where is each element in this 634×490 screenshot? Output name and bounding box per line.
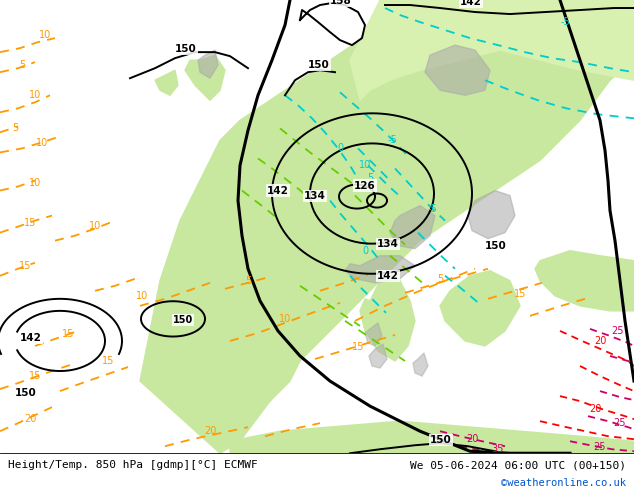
Text: 10: 10 bbox=[39, 30, 51, 40]
Text: 10: 10 bbox=[359, 160, 371, 171]
Polygon shape bbox=[390, 206, 435, 249]
Text: Height/Temp. 850 hPa [gdmp][°C] ECMWF: Height/Temp. 850 hPa [gdmp][°C] ECMWF bbox=[8, 460, 257, 470]
Text: 150: 150 bbox=[430, 435, 452, 445]
Text: 10: 10 bbox=[36, 138, 48, 148]
Text: 15: 15 bbox=[102, 356, 114, 366]
Text: -5: -5 bbox=[387, 135, 397, 146]
Text: 15: 15 bbox=[29, 371, 41, 381]
Text: 5: 5 bbox=[19, 60, 25, 70]
Text: 142: 142 bbox=[20, 333, 42, 343]
Text: 25: 25 bbox=[614, 418, 626, 428]
Polygon shape bbox=[155, 70, 178, 95]
Text: 150: 150 bbox=[308, 60, 330, 70]
Text: 5: 5 bbox=[245, 276, 251, 286]
Text: 5: 5 bbox=[12, 123, 18, 133]
Polygon shape bbox=[413, 353, 428, 376]
Text: 0: 0 bbox=[362, 245, 368, 256]
Text: 10: 10 bbox=[29, 177, 41, 188]
Text: 5: 5 bbox=[437, 274, 443, 284]
Polygon shape bbox=[185, 55, 225, 100]
Polygon shape bbox=[535, 251, 634, 311]
Polygon shape bbox=[345, 256, 415, 283]
Polygon shape bbox=[440, 271, 520, 346]
Text: 15: 15 bbox=[61, 329, 74, 339]
Polygon shape bbox=[425, 45, 490, 95]
Text: 150: 150 bbox=[175, 44, 197, 54]
Text: We 05-06-2024 06:00 UTC (00+150): We 05-06-2024 06:00 UTC (00+150) bbox=[410, 460, 626, 470]
Text: 150: 150 bbox=[485, 241, 507, 251]
Polygon shape bbox=[365, 323, 382, 346]
Polygon shape bbox=[360, 271, 415, 361]
Text: 142: 142 bbox=[377, 271, 399, 281]
Text: 15: 15 bbox=[514, 289, 526, 299]
Text: 15: 15 bbox=[24, 218, 36, 228]
Text: 20: 20 bbox=[589, 404, 601, 414]
Text: 142: 142 bbox=[267, 186, 289, 196]
Polygon shape bbox=[205, 301, 310, 421]
Text: 158: 158 bbox=[330, 0, 352, 6]
Text: 134: 134 bbox=[377, 239, 399, 249]
Text: 142: 142 bbox=[460, 0, 482, 7]
Text: 20: 20 bbox=[594, 336, 606, 346]
Text: 10: 10 bbox=[89, 220, 101, 231]
Text: 25: 25 bbox=[612, 326, 624, 336]
Polygon shape bbox=[140, 0, 634, 453]
Text: 126: 126 bbox=[354, 180, 376, 191]
Text: -5: -5 bbox=[427, 203, 437, 214]
Text: 25: 25 bbox=[594, 442, 606, 452]
Text: 15: 15 bbox=[352, 342, 364, 352]
Polygon shape bbox=[198, 50, 218, 78]
Text: -5: -5 bbox=[560, 17, 570, 27]
Text: 0: 0 bbox=[337, 144, 343, 153]
Text: 20: 20 bbox=[204, 426, 216, 436]
Text: 134: 134 bbox=[304, 191, 326, 200]
Polygon shape bbox=[230, 421, 634, 453]
Text: 10: 10 bbox=[29, 90, 41, 100]
Text: 5: 5 bbox=[367, 173, 373, 183]
Polygon shape bbox=[369, 344, 387, 368]
Text: ©weatheronline.co.uk: ©weatheronline.co.uk bbox=[501, 478, 626, 489]
Text: 20: 20 bbox=[466, 434, 478, 444]
Text: 15: 15 bbox=[19, 261, 31, 271]
Text: 10: 10 bbox=[279, 314, 291, 324]
Text: 150: 150 bbox=[15, 388, 37, 398]
Text: 10: 10 bbox=[136, 291, 148, 301]
Text: 20: 20 bbox=[24, 414, 36, 424]
Polygon shape bbox=[350, 0, 634, 100]
Text: 35: 35 bbox=[492, 444, 504, 454]
Polygon shape bbox=[468, 191, 515, 239]
Text: 150: 150 bbox=[173, 315, 193, 325]
